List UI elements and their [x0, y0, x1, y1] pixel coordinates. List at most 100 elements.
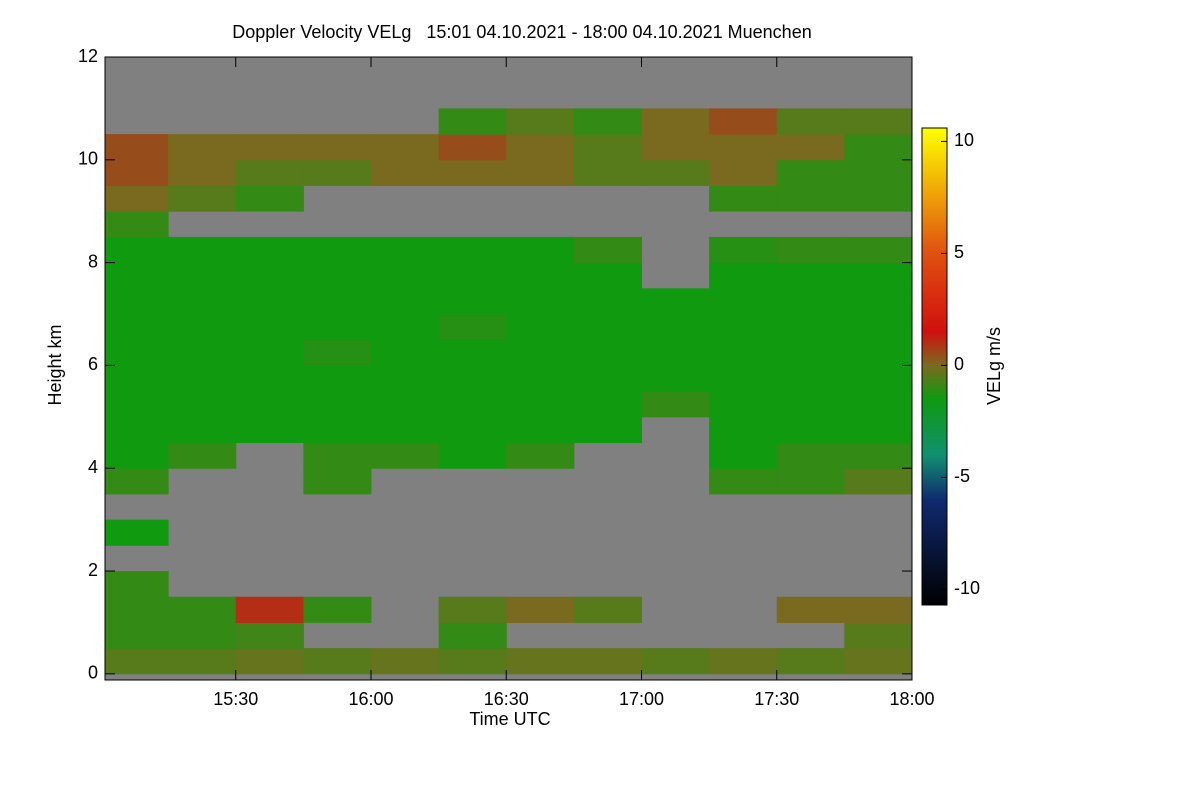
heatmap-cell: [438, 648, 507, 675]
y-axis-label: Height km: [45, 324, 65, 405]
heatmap-cell: [105, 622, 169, 649]
heatmap-cell: [506, 134, 575, 161]
heatmap-cell: [235, 596, 304, 623]
heatmap-cell: [506, 596, 575, 623]
heatmap-cell: [168, 622, 237, 649]
heatmap-cell: [105, 416, 169, 444]
x-tick-label: 16:30: [484, 689, 529, 709]
heatmap-cell: [105, 134, 169, 161]
heatmap-cell: [370, 648, 440, 675]
y-tick-label: 8: [88, 251, 98, 271]
colorbar-tick-label: -10: [954, 578, 980, 598]
x-tick-label: 16:00: [348, 689, 393, 709]
heatmap-cell: [370, 391, 440, 418]
heatmap-cell: [641, 365, 710, 392]
heatmap-cell: [370, 134, 440, 161]
heatmap-cell: [438, 391, 507, 418]
heatmap-cell: [776, 442, 845, 469]
heatmap-cell: [370, 365, 440, 392]
heatmap-cell: [844, 134, 912, 161]
heatmap-cell: [370, 314, 440, 341]
heatmap-cell: [303, 596, 372, 623]
heatmap-cell: [235, 236, 304, 264]
heatmap-cell: [776, 365, 845, 392]
colorbar-label: VELg m/s: [984, 327, 1004, 405]
heatmap-cell: [105, 262, 169, 289]
heatmap-cell: [303, 159, 372, 187]
heatmap-cell: [235, 134, 304, 161]
heatmap-cell: [506, 314, 575, 341]
heatmap-cell: [235, 391, 304, 418]
x-tick-label: 18:00: [889, 689, 934, 709]
heatmap-cell: [506, 108, 575, 135]
heatmap-cell: [235, 365, 304, 392]
heatmap-cell: [438, 596, 507, 623]
heatmap-cell: [709, 365, 778, 392]
heatmap-cell: [168, 159, 237, 187]
heatmap-cell: [303, 288, 372, 315]
heatmap-cell: [235, 339, 304, 366]
heatmap-cell: [105, 339, 169, 366]
heatmap-cell: [641, 648, 710, 675]
plot-frame: [104, 56, 913, 681]
heatmap-cell: [168, 236, 237, 264]
heatmap-cell: [506, 159, 575, 187]
heatmap-cell: [709, 648, 778, 675]
heatmap-cell: [370, 288, 440, 315]
heatmap-cell: [168, 262, 237, 289]
y-tick-label: 4: [88, 457, 98, 477]
heatmap-cell: [438, 365, 507, 392]
heatmap-cell: [438, 339, 507, 366]
heatmap-cell: [776, 185, 845, 212]
heatmap-cell: [844, 442, 912, 469]
heatmap-cell: [438, 134, 507, 161]
heatmap-cell: [573, 596, 642, 623]
colorbar: [921, 127, 948, 606]
heatmap-cell: [844, 108, 912, 135]
heatmap-cell: [709, 236, 778, 264]
heatmap-cell: [776, 416, 845, 444]
heatmap-cell: [844, 159, 912, 187]
heatmap-cell: [235, 288, 304, 315]
colorbar-tick-label: 0: [954, 354, 964, 374]
heatmap-cell: [438, 442, 507, 469]
heatmap-cell: [641, 314, 710, 341]
heatmap-cell: [776, 134, 845, 161]
heatmap-cell: [105, 236, 169, 264]
heatmap-cell: [235, 262, 304, 289]
heatmap-cell: [105, 185, 169, 212]
heatmap-cell: [370, 236, 440, 264]
heatmap-cell: [844, 288, 912, 315]
heatmap-cell: [235, 622, 304, 649]
heatmap-cell: [506, 648, 575, 675]
heatmap-cell: [844, 339, 912, 366]
heatmap-cell: [235, 159, 304, 187]
heatmap-cell: [573, 339, 642, 366]
heatmap-cell: [303, 339, 372, 366]
heatmap-cell: [844, 236, 912, 264]
heatmap-cell: [776, 596, 845, 623]
heatmap-cell: [303, 648, 372, 675]
heatmap-cell: [506, 236, 575, 264]
heatmap-cell: [303, 236, 372, 264]
heatmap-cell: [506, 288, 575, 315]
heatmap-cell: [573, 159, 642, 187]
heatmap-cell: [709, 108, 778, 135]
x-tick-label: 17:00: [619, 689, 664, 709]
heatmap-cell: [303, 365, 372, 392]
colorbar-tick-label: 5: [954, 242, 964, 262]
heatmap-cell: [438, 622, 507, 649]
heatmap-cell: [235, 185, 304, 212]
heatmap-cell: [168, 391, 237, 418]
heatmap-cell: [105, 365, 169, 392]
heatmap-cell: [105, 391, 169, 418]
chart-title: Doppler Velocity VELg 15:01 04.10.2021 -…: [232, 22, 811, 42]
heatmap-cell: [370, 159, 440, 187]
heatmap-cell: [168, 134, 237, 161]
heatmap-cell: [776, 262, 845, 289]
heatmap-cell: [709, 442, 778, 469]
heatmap: [105, 57, 912, 680]
heatmap-cell: [641, 159, 710, 187]
heatmap-cell: [168, 596, 237, 623]
heatmap-cell: [168, 442, 237, 469]
